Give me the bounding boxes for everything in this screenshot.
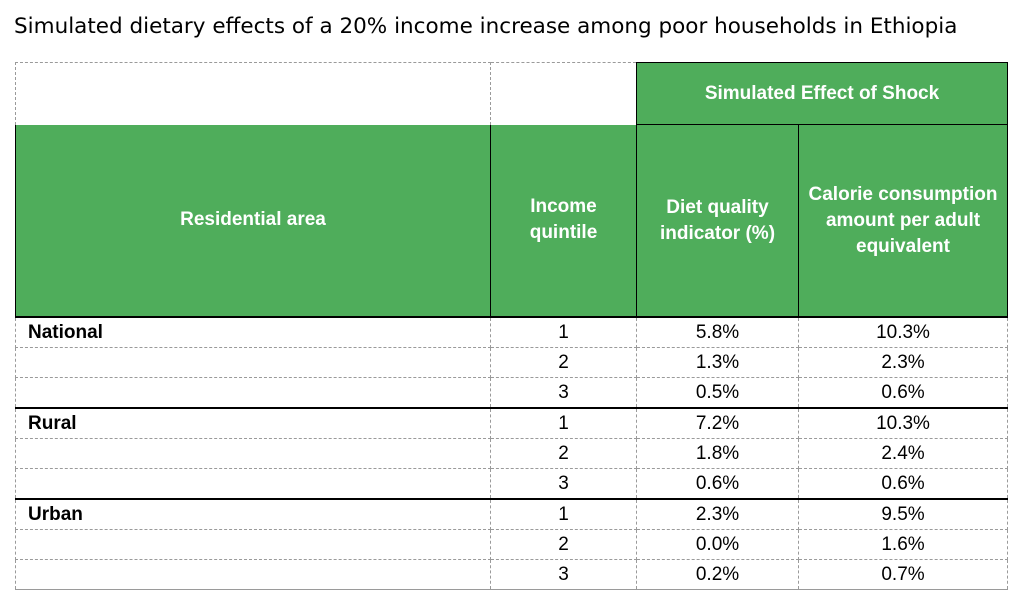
cell-calorie: 1.6% bbox=[798, 529, 1008, 560]
cell-diet: 5.8% bbox=[636, 316, 799, 348]
table-row: 2 1.8% 2.4% bbox=[15, 438, 1008, 469]
table-row: Rural 1 7.2% 10.3% bbox=[15, 407, 1008, 439]
table-row: 2 1.3% 2.3% bbox=[15, 347, 1008, 378]
table-row: 2 0.0% 1.6% bbox=[15, 529, 1008, 560]
cell-area bbox=[15, 347, 491, 378]
column-header-quintile: Income quintile bbox=[490, 124, 637, 318]
cell-quintile: 1 bbox=[490, 498, 637, 530]
cell-calorie: 0.6% bbox=[798, 468, 1008, 500]
cell-quintile: 2 bbox=[490, 438, 637, 469]
table-row: 3 0.6% 0.6% bbox=[15, 468, 1008, 500]
cell-quintile: 1 bbox=[490, 407, 637, 439]
cell-diet: 0.5% bbox=[636, 377, 799, 409]
cell-calorie: 2.4% bbox=[798, 438, 1008, 469]
cell-diet: 0.2% bbox=[636, 559, 799, 590]
column-header-calorie: Calorie consumption amount per adult equ… bbox=[798, 124, 1008, 318]
cell-calorie: 10.3% bbox=[798, 316, 1008, 348]
table-row: National 1 5.8% 10.3% bbox=[15, 316, 1008, 348]
cell-diet: 2.3% bbox=[636, 498, 799, 530]
cell-area bbox=[15, 529, 491, 560]
cell-diet: 0.0% bbox=[636, 529, 799, 560]
cell-quintile: 2 bbox=[490, 347, 637, 378]
cell-quintile: 3 bbox=[490, 377, 637, 409]
cell-quintile: 1 bbox=[490, 316, 637, 348]
group-header: Simulated Effect of Shock bbox=[636, 62, 1008, 125]
cell-calorie: 0.6% bbox=[798, 377, 1008, 409]
cell-diet: 0.6% bbox=[636, 468, 799, 500]
cell-calorie: 0.7% bbox=[798, 559, 1008, 590]
cell-quintile: 2 bbox=[490, 529, 637, 560]
cell-area bbox=[15, 438, 491, 469]
cell-area bbox=[15, 468, 491, 500]
cell-calorie: 9.5% bbox=[798, 498, 1008, 530]
cell-quintile: 3 bbox=[490, 559, 637, 590]
cell-diet: 1.8% bbox=[636, 438, 799, 469]
header-blank-area bbox=[15, 62, 491, 125]
cell-area: Rural bbox=[15, 407, 491, 439]
cell-calorie: 2.3% bbox=[798, 347, 1008, 378]
results-table: Simulated Effect of Shock Residential ar… bbox=[15, 62, 1008, 590]
cell-diet: 1.3% bbox=[636, 347, 799, 378]
cell-quintile: 3 bbox=[490, 468, 637, 500]
cell-area bbox=[15, 559, 491, 590]
header-blank-quintile bbox=[490, 62, 637, 125]
chart-title: Simulated dietary effects of a 20% incom… bbox=[14, 14, 958, 39]
column-header-quintile-text: Income quintile bbox=[529, 196, 598, 244]
cell-diet: 7.2% bbox=[636, 407, 799, 439]
cell-calorie: 10.3% bbox=[798, 407, 1008, 439]
column-header-diet-text: Diet quality indicator (%) bbox=[659, 196, 776, 244]
column-header-calorie-text: Calorie consumption amount per adult equ… bbox=[808, 183, 998, 257]
cell-area bbox=[15, 377, 491, 409]
table-row: 3 0.5% 0.6% bbox=[15, 377, 1008, 409]
header-row-columns: Residential area Income quintile Diet qu… bbox=[15, 124, 1008, 318]
table-row: Urban 1 2.3% 9.5% bbox=[15, 498, 1008, 530]
header-row-group: Simulated Effect of Shock bbox=[15, 62, 1008, 125]
cell-area: National bbox=[15, 316, 491, 348]
cell-area: Urban bbox=[15, 498, 491, 530]
column-header-diet: Diet quality indicator (%) bbox=[636, 124, 799, 318]
column-header-area: Residential area bbox=[15, 124, 491, 318]
table-row: 3 0.2% 0.7% bbox=[15, 559, 1008, 590]
